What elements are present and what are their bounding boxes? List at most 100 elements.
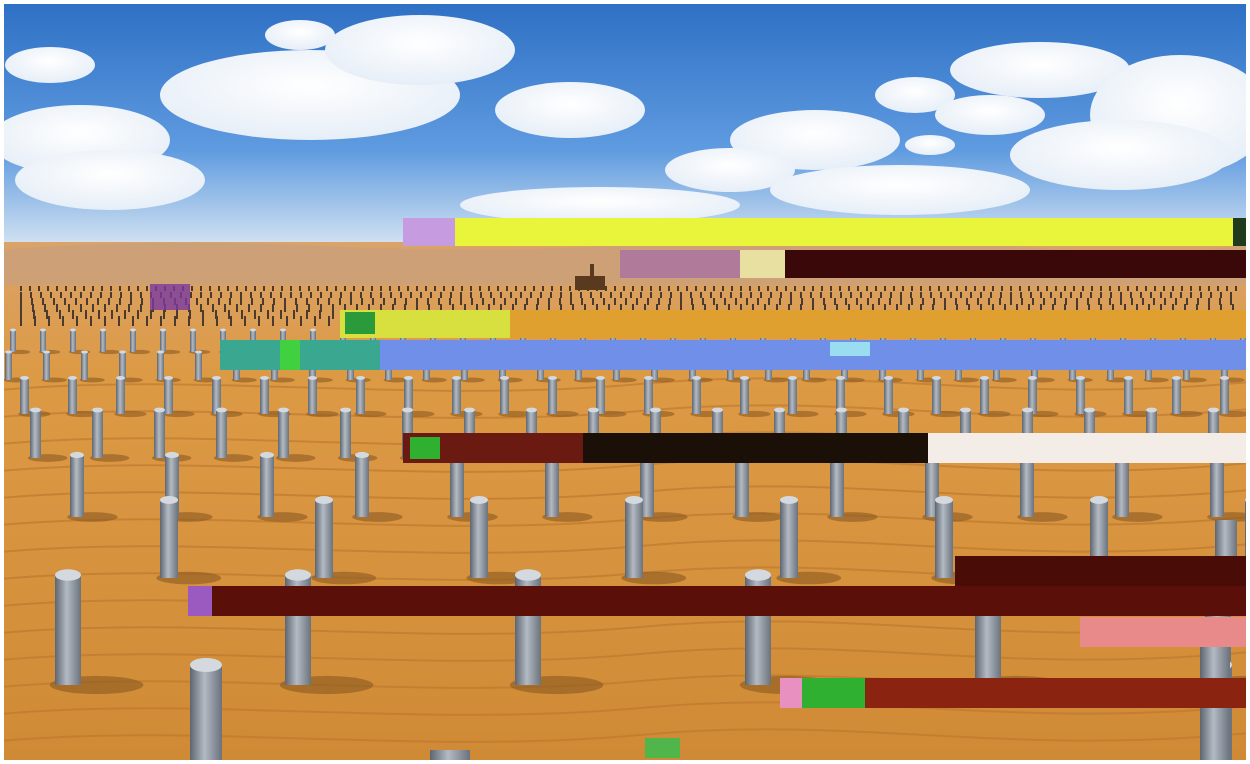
distant-pile <box>889 298 891 305</box>
distant-pile <box>262 298 264 305</box>
distant-pile <box>20 286 22 291</box>
distant-pile <box>360 292 362 298</box>
distant-pile <box>1001 286 1003 291</box>
distant-pile <box>92 286 94 291</box>
foundation-pile <box>213 407 254 462</box>
distant-pile <box>250 292 252 298</box>
distant-pile <box>779 298 781 305</box>
distant-pile <box>461 286 463 291</box>
distant-pile <box>812 304 814 312</box>
distant-pile <box>1148 304 1150 312</box>
distant-pile <box>295 298 297 305</box>
distant-pile <box>1040 304 1042 312</box>
distant-pile <box>548 304 550 312</box>
distant-pile <box>371 286 373 291</box>
distant-pile <box>405 298 407 305</box>
distant-pile <box>1080 292 1082 298</box>
distant-pile <box>284 304 286 312</box>
distant-pile <box>70 292 72 298</box>
distant-pile <box>533 286 535 291</box>
distant-pile <box>132 316 134 326</box>
distant-pile <box>470 286 472 291</box>
distant-pile <box>896 304 898 312</box>
distant-pile <box>372 298 374 305</box>
distant-pile <box>660 292 662 298</box>
distant-pile <box>116 304 118 312</box>
distant-pile <box>380 286 382 291</box>
distant-pile <box>1054 298 1056 305</box>
distant-pile <box>490 292 492 298</box>
distant-pile <box>620 292 622 298</box>
distant-pile <box>902 286 904 291</box>
distant-pile <box>72 310 74 319</box>
glitch-block <box>645 738 680 758</box>
distant-pile <box>1010 298 1012 305</box>
distant-pile <box>90 292 92 298</box>
distant-pile <box>720 292 722 298</box>
distant-pile <box>668 286 670 291</box>
distant-pile <box>48 316 50 326</box>
distant-pile <box>605 286 607 291</box>
distant-pile <box>540 292 542 298</box>
foundation-pile <box>41 350 67 383</box>
distant-pile <box>1004 304 1006 312</box>
distant-pile <box>1120 292 1122 298</box>
distant-pile <box>189 310 191 319</box>
distant-pile <box>314 316 316 326</box>
distant-pile <box>1032 298 1034 305</box>
distant-pile <box>722 286 724 291</box>
foundation-pile <box>930 376 963 418</box>
distant-pile <box>380 304 382 312</box>
distant-pile <box>38 286 40 291</box>
distant-pile <box>776 286 778 291</box>
distant-pile <box>1060 292 1062 298</box>
distant-pile <box>1043 298 1045 305</box>
distant-pile <box>416 286 418 291</box>
distant-pile <box>64 298 66 305</box>
distant-pile <box>240 292 242 298</box>
distant-pile <box>836 304 838 312</box>
distant-pile <box>464 304 466 312</box>
distant-pile <box>1028 304 1030 312</box>
distant-pile <box>1076 304 1078 312</box>
foundation-pile <box>1170 376 1203 418</box>
distant-pile <box>128 304 130 312</box>
distant-pile <box>1208 286 1210 291</box>
distant-pile <box>34 316 36 326</box>
distant-pile <box>810 292 812 298</box>
distant-pile <box>695 286 697 291</box>
foundation-pile <box>352 451 403 522</box>
distant-pile <box>740 304 742 312</box>
distant-pile <box>857 286 859 291</box>
distant-pile <box>118 316 120 326</box>
distant-pile <box>956 286 958 291</box>
foundation-pile <box>498 376 531 418</box>
distant-pile <box>394 298 396 305</box>
glitch-block <box>780 678 802 708</box>
distant-pile <box>1127 286 1129 291</box>
distant-pile <box>920 292 922 298</box>
distant-pile <box>65 286 67 291</box>
distant-pile <box>659 286 661 291</box>
distant-pile <box>293 310 295 319</box>
distant-pile <box>680 304 682 312</box>
distant-pile <box>1190 286 1192 291</box>
distant-pile <box>702 298 704 305</box>
distant-pile <box>306 310 308 319</box>
distant-pile <box>270 292 272 298</box>
distant-pile <box>90 316 92 326</box>
distant-pile <box>506 286 508 291</box>
foundation-pile <box>786 376 819 418</box>
distant-pile <box>731 286 733 291</box>
distant-pile <box>1160 304 1162 312</box>
distant-pile <box>370 292 372 298</box>
distant-pile <box>1109 286 1111 291</box>
distant-pile <box>190 292 192 298</box>
distant-pile <box>1100 292 1102 298</box>
distant-pile <box>785 286 787 291</box>
distant-pile <box>254 310 256 319</box>
distant-pile <box>350 298 352 305</box>
distant-pile <box>20 292 22 298</box>
distant-pile <box>108 298 110 305</box>
distant-pile <box>80 292 82 298</box>
